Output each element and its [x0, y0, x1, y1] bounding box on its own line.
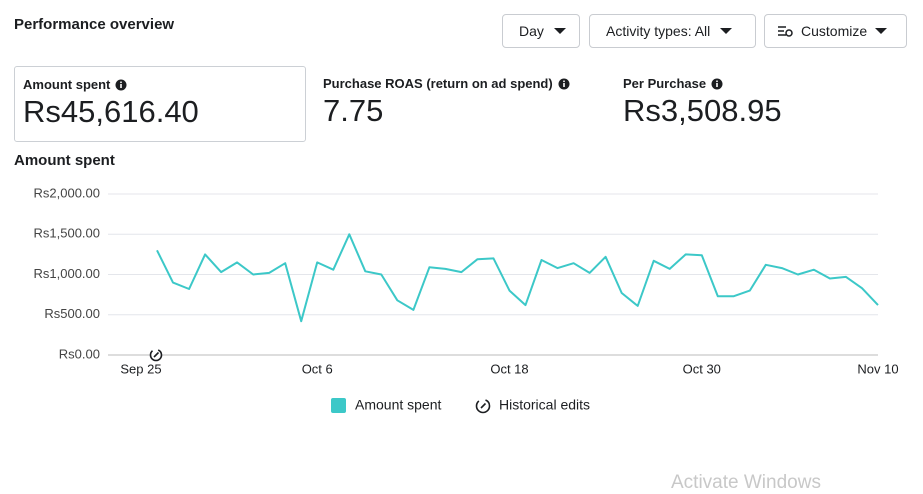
button-label: Day — [519, 23, 544, 39]
x-tick-label: Oct 30 — [683, 361, 721, 376]
x-tick-label: Oct 6 — [302, 361, 333, 376]
button-label: Activity types: All — [606, 23, 711, 39]
x-tick-label: Sep 25 — [120, 361, 161, 376]
edit-marker — [149, 348, 163, 362]
metric-value: 7.75 — [323, 93, 384, 128]
info-icon — [115, 79, 127, 90]
y-tick-label: Rs1,000.00 — [34, 266, 101, 281]
x-tick-label: Oct 18 — [490, 361, 528, 376]
day-button[interactable]: Day — [502, 14, 580, 48]
data-line — [156, 233, 879, 323]
y-tick-label: Rs1,500.00 — [34, 226, 101, 241]
y-tick-label: Rs500.00 — [44, 306, 100, 321]
metric-value: Rs45,616.40 — [23, 94, 199, 129]
legend-edit-icon — [475, 398, 491, 414]
legend-label: Amount spent — [355, 397, 441, 413]
metric-card[interactable]: Per Purchase Rs3,508.95 — [615, 66, 905, 142]
info-icon — [558, 78, 570, 89]
info-icon — [711, 78, 723, 89]
customize-button[interactable]: Customize — [764, 14, 907, 48]
chart-title: Amount spent — [14, 152, 115, 169]
legend-swatch — [331, 398, 346, 413]
watermark: Activate Windows — [671, 472, 821, 493]
button-label: Customize — [801, 23, 868, 39]
metric-card[interactable]: Purchase ROAS (return on ad spend) 7.75 — [315, 66, 605, 142]
page-title: Performance overview — [14, 16, 175, 33]
y-tick-label: Rs0.00 — [59, 346, 100, 361]
x-tick-label: Nov 10 — [857, 361, 898, 376]
caret — [720, 28, 733, 34]
customize-icon — [778, 26, 793, 37]
metric-label: Amount spent — [23, 77, 111, 92]
metric-card[interactable]: Amount spent Rs45,616.40 — [14, 66, 306, 142]
metric-value: Rs3,508.95 — [623, 93, 782, 128]
metric-label: Per Purchase — [623, 76, 707, 91]
caret — [553, 28, 566, 34]
legend-label: Historical edits — [499, 397, 590, 413]
chart: Amount spent Historical edits Rs0.00 Rs50… — [34, 185, 899, 414]
y-tick-label: Rs2,000.00 — [34, 185, 101, 200]
activity-button[interactable]: Activity types: All — [589, 14, 756, 48]
caret — [875, 28, 888, 34]
metric-label: Purchase ROAS (return on ad spend) — [323, 76, 553, 91]
